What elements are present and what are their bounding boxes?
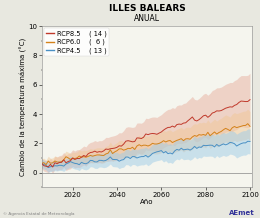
Text: AEmet: AEmet: [229, 210, 255, 216]
Text: ANUAL: ANUAL: [134, 14, 160, 23]
Legend: RCP8.5    ( 14 ), RCP6.0    (  6 ), RCP4.5    ( 13 ): RCP8.5 ( 14 ), RCP6.0 ( 6 ), RCP4.5 ( 13…: [44, 28, 109, 56]
Text: ILLES BALEARS: ILLES BALEARS: [108, 4, 185, 13]
X-axis label: Año: Año: [140, 199, 154, 205]
Text: © Agencia Estatal de Meteorología: © Agencia Estatal de Meteorología: [3, 212, 74, 216]
Y-axis label: Cambio de la temperatura máxima (°C): Cambio de la temperatura máxima (°C): [20, 38, 27, 176]
